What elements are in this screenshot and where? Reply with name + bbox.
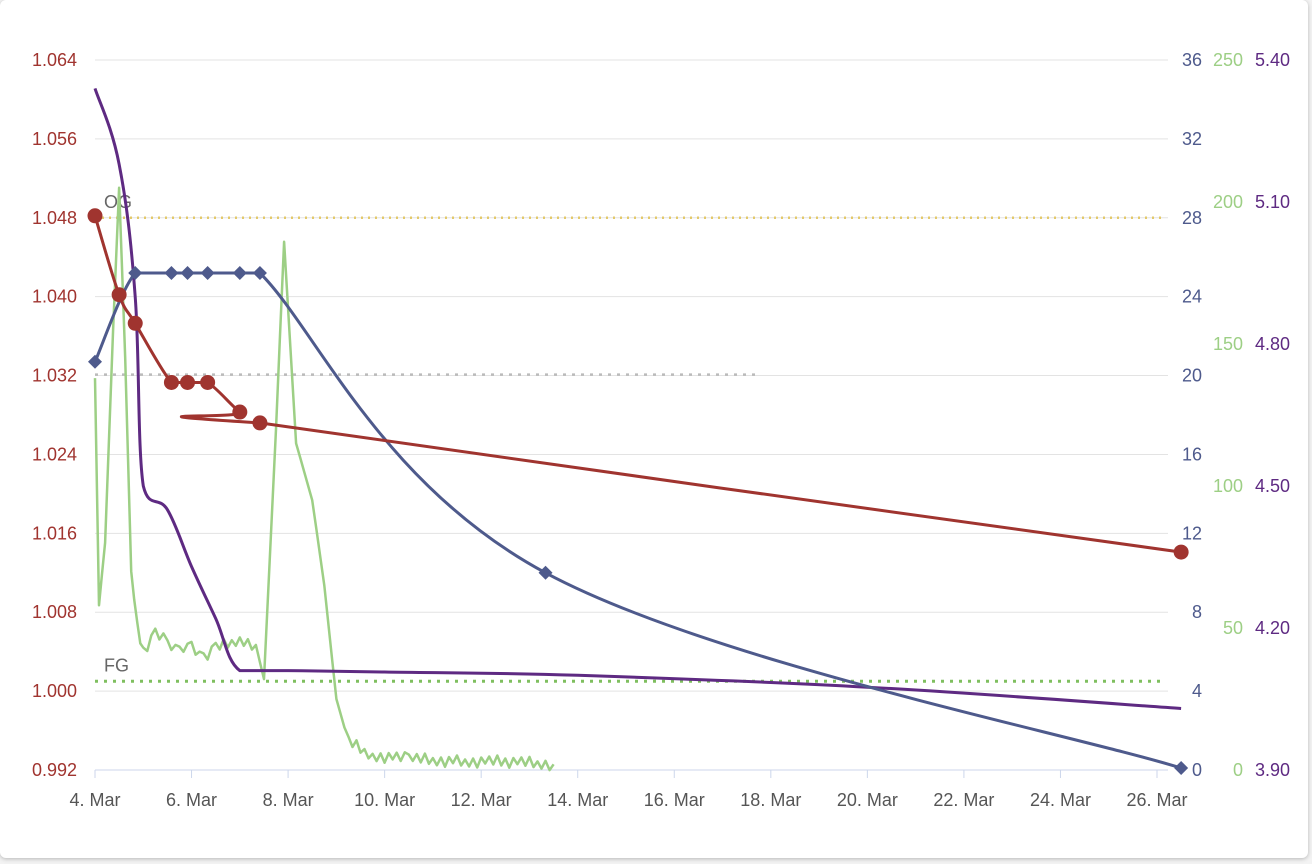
data-point-temp	[1174, 761, 1189, 776]
y-tick-label-green: 150	[1213, 334, 1243, 354]
y-tick-label-gravity: 1.064	[32, 50, 77, 70]
data-point-gravity	[180, 374, 196, 390]
y-tick-label-green: 100	[1213, 476, 1243, 496]
data-point-gravity	[87, 208, 103, 224]
series-line-purple	[93, 87, 1182, 710]
series-temp	[88, 266, 1189, 776]
y-axis-temp: 0 4 8 12 16 20 24 28 32 36	[1182, 50, 1202, 780]
x-tick-label: 14. Mar	[547, 790, 608, 810]
x-tick-label: 20. Mar	[837, 790, 898, 810]
data-point-gravity	[252, 415, 268, 431]
y-axis-green: 0 50 100 150 200 250	[1213, 50, 1243, 780]
y-tick-label-purple: 4.80	[1255, 334, 1290, 354]
y-tick-label-purple: 5.40	[1255, 50, 1290, 70]
y-tick-label-gravity: 1.056	[32, 129, 77, 149]
x-tick-label: 8. Mar	[263, 790, 314, 810]
x-tick-label: 16. Mar	[644, 790, 705, 810]
x-axis: 4. Mar 6. Mar 8. Mar 10. Mar 12. Mar 14. Mar 1…	[69, 769, 1188, 810]
y-tick-label-temp: 28	[1182, 208, 1202, 228]
series-line-green	[93, 186, 555, 772]
y-tick-label-temp: 16	[1182, 444, 1202, 464]
x-tick-label: 4. Mar	[69, 790, 120, 810]
data-point-temp	[232, 266, 247, 280]
y-tick-label-gravity: 1.008	[32, 602, 77, 622]
x-tick-label: 22. Mar	[933, 790, 994, 810]
data-point-temp	[180, 266, 195, 280]
data-point-gravity	[1173, 544, 1189, 560]
plot-line-label-fg: FG	[104, 655, 129, 675]
series-green	[93, 186, 555, 772]
y-tick-label-temp: 8	[1192, 602, 1202, 622]
x-tick-label: 18. Mar	[740, 790, 801, 810]
series-purple	[93, 87, 1182, 710]
y-tick-label-green: 0	[1233, 760, 1243, 780]
data-point-gravity	[163, 374, 179, 390]
data-point-temp	[538, 565, 553, 580]
data-point-gravity	[200, 374, 216, 390]
data-point-gravity	[127, 315, 143, 331]
y-tick-label-green: 250	[1213, 50, 1243, 70]
data-point-gravity	[111, 287, 127, 303]
y-tick-label-temp: 4	[1192, 681, 1202, 701]
data-point-temp	[128, 266, 143, 280]
y-tick-label-temp: 32	[1182, 129, 1202, 149]
series-line-temp	[93, 271, 1182, 770]
x-tick-label: 26. Mar	[1126, 790, 1187, 810]
y-tick-label-purple: 4.20	[1255, 618, 1290, 638]
x-tick-label: 12. Mar	[451, 790, 512, 810]
y-tick-label-temp: 36	[1182, 50, 1202, 70]
y-tick-label-gravity: 1.000	[32, 681, 77, 701]
y-tick-label-green: 200	[1213, 192, 1243, 212]
y-axis-gravity: 0.992 1.000 1.008 1.016 1.024 1.032 1.040 1.048…	[32, 50, 77, 780]
series-gravity	[87, 208, 1189, 560]
gridlines	[95, 59, 1168, 771]
y-tick-label-purple: 3.90	[1255, 760, 1290, 780]
y-tick-label-temp: 0	[1192, 760, 1202, 780]
data-point-temp	[164, 266, 179, 280]
y-tick-label-gravity: 1.040	[32, 287, 77, 307]
y-tick-label-temp: 24	[1182, 287, 1202, 307]
y-axis-purple: 3.90 4.20 4.50 4.80 5.10 5.40	[1255, 50, 1290, 780]
y-tick-label-green: 50	[1223, 618, 1243, 638]
data-point-temp	[200, 266, 215, 280]
y-tick-label-temp: 20	[1182, 366, 1202, 386]
x-tick-label: 6. Mar	[166, 790, 217, 810]
y-tick-label-purple: 4.50	[1255, 476, 1290, 496]
y-tick-label-gravity: 0.992	[32, 760, 77, 780]
x-tick-label: 24. Mar	[1030, 790, 1091, 810]
data-point-temp	[252, 266, 267, 280]
data-point-temp	[88, 354, 102, 369]
y-tick-label-purple: 5.10	[1255, 192, 1290, 212]
x-tick-label: 10. Mar	[354, 790, 415, 810]
y-tick-label-gravity: 1.016	[32, 523, 77, 543]
y-tick-label-gravity: 1.032	[32, 366, 77, 386]
series-line-gravity	[93, 215, 1182, 554]
y-tick-label-temp: 12	[1182, 523, 1202, 543]
y-tick-label-gravity: 1.048	[32, 208, 77, 228]
y-tick-label-gravity: 1.024	[32, 444, 77, 464]
data-point-gravity	[232, 404, 248, 420]
